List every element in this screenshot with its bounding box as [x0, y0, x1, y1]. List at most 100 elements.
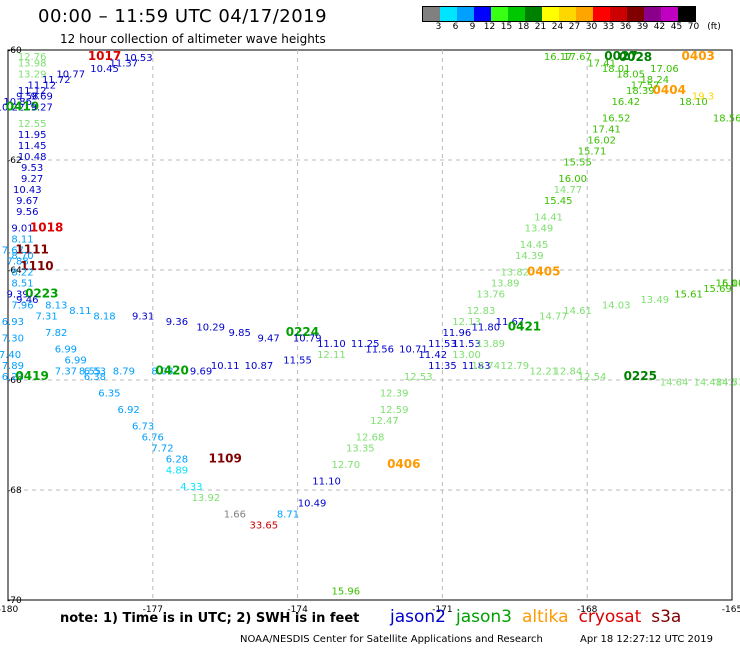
- wave-height-point: 1.66: [224, 510, 246, 521]
- wave-height-point: 12.54: [578, 372, 607, 383]
- wave-height-point: 9.46: [16, 295, 38, 306]
- x-tick-label: -168: [577, 605, 598, 615]
- wave-height-point: 6.35: [98, 389, 120, 400]
- color-scale-tick-label: 18: [517, 22, 530, 32]
- wave-height-point: 10.11: [211, 361, 240, 372]
- color-scale-tick-label: 27: [568, 22, 581, 32]
- credit-text: NOAA/NESDIS Center for Satellite Applica…: [240, 634, 543, 645]
- color-scale-tick-label: 30: [585, 22, 598, 32]
- wave-height-point: 11.53: [428, 339, 457, 350]
- wave-height-point: 8.11: [69, 306, 91, 317]
- wave-height-point: 9.27: [21, 174, 43, 185]
- y-tick-label: -62: [7, 156, 22, 166]
- wave-height-point: 11.67: [496, 317, 525, 328]
- wave-height-point: 11.80: [472, 323, 501, 334]
- wave-height-point: 7.89: [2, 361, 24, 372]
- wave-height-point: 7.72: [151, 444, 173, 455]
- wave-height-point: 16.02: [587, 136, 616, 147]
- wave-height-point: 0223: [25, 287, 58, 301]
- color-scale-tick-label: 70: [687, 22, 700, 32]
- wave-height-point: 9.58: [16, 92, 38, 103]
- wave-height-point: 13.76: [476, 290, 505, 301]
- color-scale-tick-label: 15: [500, 22, 513, 32]
- color-scale-tick-label: 42: [653, 22, 666, 32]
- color-scale-unit: (ft): [707, 22, 721, 32]
- wave-height-point: 18.56: [713, 114, 740, 125]
- wave-height-point: 15.55: [563, 158, 592, 169]
- color-swatch: [491, 7, 508, 21]
- x-tick-label: -180: [0, 605, 18, 615]
- wave-height-point: 13.00: [452, 350, 481, 361]
- wave-height-point: 9.85: [229, 328, 251, 339]
- wave-height-point: 16.17: [544, 52, 573, 63]
- wave-height-point: 18.10: [679, 97, 708, 108]
- satellite-legend: jason2 jason3 altika cryosat s3a: [390, 607, 691, 627]
- wave-height-point: 10.43: [13, 185, 42, 196]
- wave-height-point: 14.53: [716, 378, 740, 389]
- wave-height-point: 12.79: [500, 361, 529, 372]
- wave-height-point: 14.77: [539, 312, 568, 323]
- wave-height-point: 7.88: [7, 257, 29, 268]
- wave-height-point: 8.03: [151, 367, 173, 378]
- legend-entry: s3a: [651, 607, 682, 627]
- y-tick-label: -70: [7, 596, 22, 606]
- wave-height-point: 7.31: [35, 312, 57, 323]
- wave-height-point: 9.69: [190, 367, 212, 378]
- color-scale-tick-label: 3: [435, 22, 442, 32]
- wave-height-point: 0419: [15, 369, 48, 383]
- wave-height-point: 11.42: [418, 350, 447, 361]
- color-swatch: [542, 7, 559, 21]
- wave-height-point: 9.39: [7, 290, 29, 301]
- wave-height-point: 10.29: [196, 323, 225, 334]
- wave-height-point: 0406: [387, 457, 420, 471]
- color-scale-tick-label: 12: [483, 22, 496, 32]
- wave-height-point: 15.45: [544, 196, 573, 207]
- color-swatch: [576, 7, 593, 21]
- wave-height-point: 6.28: [166, 455, 188, 466]
- wave-height-point: 11.10: [312, 477, 341, 488]
- generated-timestamp: Apr 18 12:27:12 UTC 2019: [580, 634, 713, 645]
- wave-height-point: 12.53: [404, 372, 433, 383]
- wave-height-point: 33.65: [249, 521, 278, 532]
- wave-height-point: 4.33: [180, 482, 202, 493]
- wave-height-point: 13.49: [525, 224, 554, 235]
- wave-height-point: 18.24: [640, 75, 669, 86]
- wave-height-point: 17.06: [650, 64, 679, 75]
- y-tick-label: -66: [7, 376, 22, 386]
- wave-height-point: 13.29: [18, 70, 47, 81]
- color-swatch: [423, 7, 440, 21]
- wave-height-point: 6.99: [55, 345, 77, 356]
- wave-height-point: 18.05: [616, 70, 645, 81]
- wave-height-point: 13.89: [491, 279, 520, 290]
- color-scale-tick-label: 33: [602, 22, 615, 32]
- color-swatch: [593, 7, 610, 21]
- wave-height-point: 1018: [30, 221, 63, 235]
- wave-height-point: 7.30: [2, 334, 24, 345]
- color-swatch: [678, 7, 695, 21]
- wave-height-point: 16.52: [602, 114, 631, 125]
- wave-height-point: 7.67: [2, 246, 24, 257]
- wave-height-point: 8.13: [45, 301, 67, 312]
- wave-height-point: 14.61: [563, 306, 592, 317]
- wave-height-point: 16.01: [716, 279, 740, 290]
- wave-height-point: 12.83: [467, 306, 496, 317]
- wave-height-point: 10.79: [293, 334, 322, 345]
- wave-height-point: 8.18: [93, 312, 115, 323]
- wave-height-point: 14.77: [716, 378, 740, 389]
- wave-height-point: 13.49: [640, 295, 669, 306]
- plot-frame: [7, 49, 733, 601]
- wave-height-point: 14.41: [534, 213, 563, 224]
- wave-height-point: 12.70: [332, 460, 361, 471]
- wave-height-point: 7.40: [0, 350, 21, 361]
- wave-height-point: 0404: [653, 83, 686, 97]
- wave-height-point: 13.92: [192, 493, 221, 504]
- color-swatch: [610, 7, 627, 21]
- color-swatch: [627, 7, 644, 21]
- wave-height-point: 7.37: [55, 367, 77, 378]
- wave-height-point: 14.64: [660, 378, 689, 389]
- wave-height-point: 11.95: [18, 130, 47, 141]
- x-tick-label: -177: [143, 605, 163, 615]
- wave-height-point: 8.22: [11, 268, 33, 279]
- wave-height-point: 0419: [6, 100, 39, 114]
- wave-height-point: 0421: [508, 320, 541, 334]
